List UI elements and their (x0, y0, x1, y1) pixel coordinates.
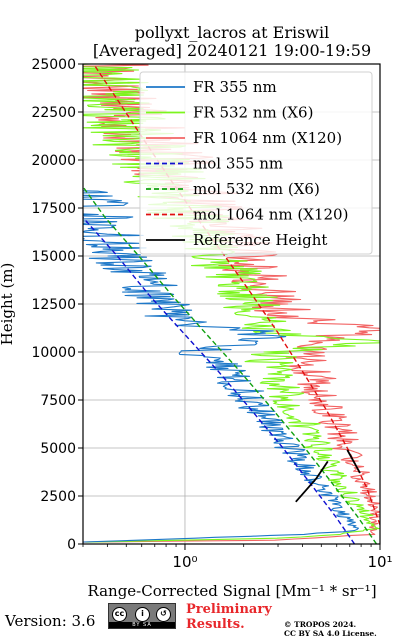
legend-entry: FR 532 nm (X6) (193, 104, 313, 122)
series-line-reference-height (346, 449, 361, 474)
series-line-mol-355-nm (83, 217, 356, 544)
y-tick-label: 17500 (31, 201, 76, 217)
series-line-mol-532-nm-x6 (83, 186, 378, 544)
y-tick-label: 25000 (31, 57, 76, 73)
legend: FR 355 nm FR 532 nm (X6) FR 1064 nm (X120)… (139, 71, 373, 255)
cc-by-sa-icon: cc i ↺ BY SA (108, 603, 176, 629)
axis-ticks: 0 2500 5000 7500 10000 12500 15000 17500 20000 22… (31, 57, 392, 571)
y-tick-label: 20000 (31, 153, 76, 169)
copyright-line2: CC BY SA 4.0 License. (284, 629, 377, 638)
copyright-note: © TROPOS 2024. CC BY SA 4.0 License. (284, 620, 377, 638)
legend-box (139, 71, 373, 255)
preliminary-line2: Results. (186, 617, 245, 632)
y-tick-label: 5000 (40, 441, 76, 457)
y-tick-label: 10000 (31, 345, 76, 361)
legend-entry: mol 355 nm (193, 155, 283, 173)
cc-icon: cc (112, 607, 127, 622)
y-tick-label: 2500 (40, 489, 76, 505)
by-icon: i (135, 607, 150, 622)
x-tick-label: 10¹ (367, 553, 392, 571)
y-tick-label: 0 (67, 537, 76, 553)
legend-entry: mol 532 nm (X6) (193, 180, 320, 198)
series-line-fr-355-nm (83, 188, 359, 543)
legend-entry: FR 1064 nm (X120) (193, 129, 342, 147)
chart-title-line1: pollyxt_lacros at Eriswil (134, 23, 330, 42)
x-tick-label: 10⁰ (172, 553, 197, 571)
preliminary-line1: Preliminary (186, 602, 272, 617)
version-label: Version: 3.6 (5, 612, 96, 630)
copyright-line1: © TROPOS 2024. (284, 620, 357, 629)
legend-entry: mol 1064 nm (X120) (193, 206, 348, 224)
sa-icon: ↺ (156, 607, 171, 622)
series-line-fr-532-nm-x6 (83, 64, 380, 543)
y-tick-label: 15000 (31, 249, 76, 265)
x-axis-label: Range-Corrected Signal [Mm⁻¹ * sr⁻¹] (87, 582, 376, 600)
legend-entry: FR 355 nm (193, 78, 277, 96)
y-axis-label: Height (m) (0, 263, 16, 346)
y-tick-label: 22500 (31, 105, 76, 121)
legend-entry: Reference Height (193, 231, 327, 249)
y-tick-label: 12500 (31, 297, 76, 313)
y-tick-label: 7500 (40, 393, 76, 409)
cc-strip: BY SA (109, 622, 175, 628)
chart-title-line2: [Averaged] 20240121 19:00-19:59 (92, 41, 372, 60)
preliminary-results-note: Preliminary Results. (186, 602, 272, 632)
series-line-reference-height (295, 460, 329, 503)
